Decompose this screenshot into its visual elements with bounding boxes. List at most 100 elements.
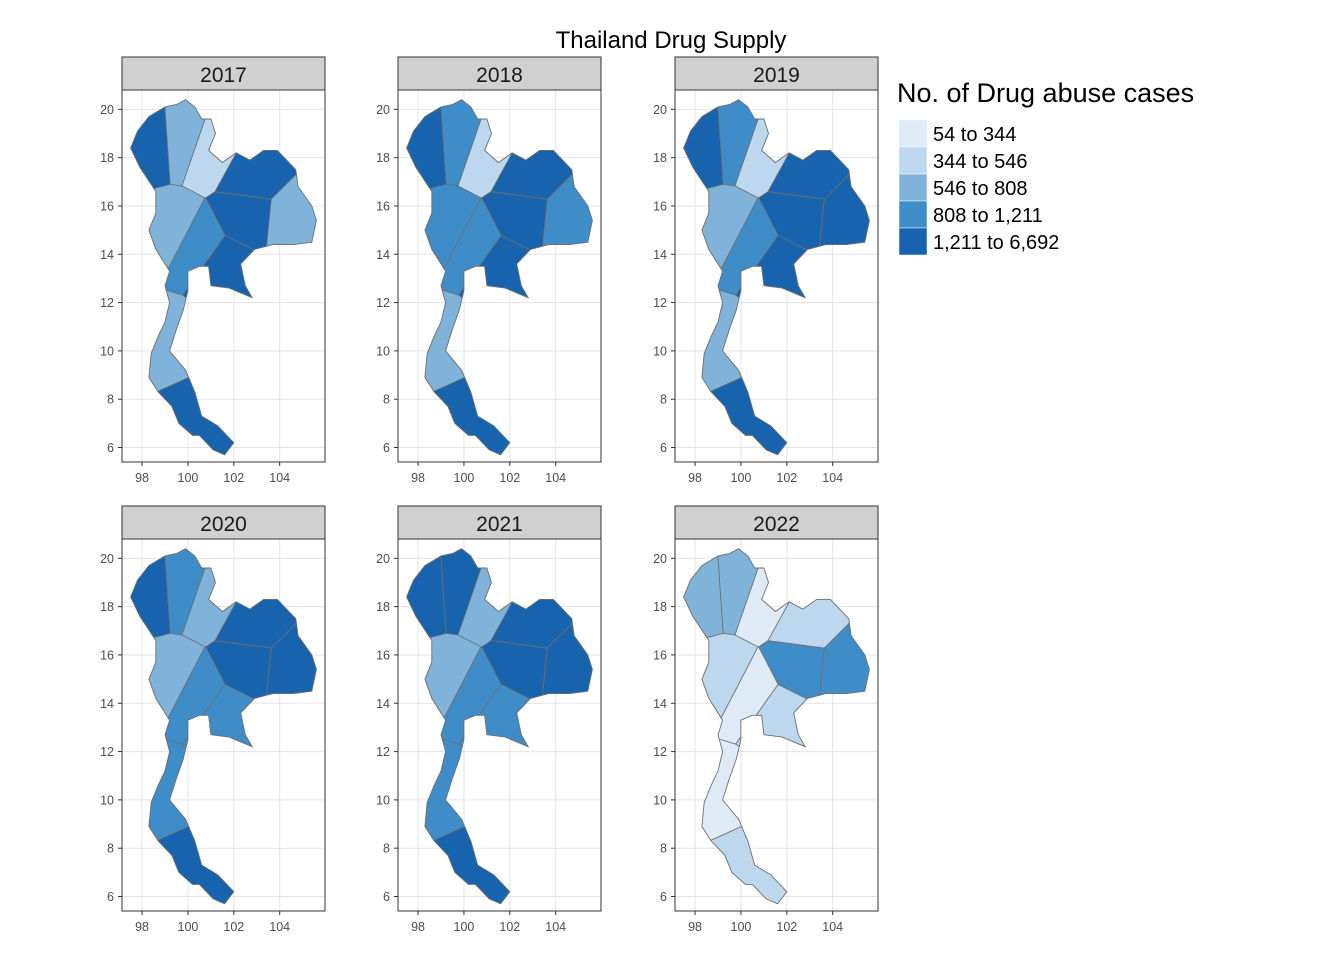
y-tick-label: 6 <box>660 441 667 455</box>
y-tick-label: 18 <box>653 600 667 614</box>
panel-border <box>397 89 602 463</box>
x-tick-label: 100 <box>454 471 475 485</box>
y-tick-label: 18 <box>653 151 667 165</box>
facet-strip <box>397 56 602 91</box>
y-tick-label: 6 <box>383 441 390 455</box>
y-tick-label: 20 <box>100 552 114 566</box>
x-tick-label: 100 <box>731 471 752 485</box>
x-tick-label: 98 <box>135 471 149 485</box>
legend-swatch <box>898 200 928 229</box>
panel-border <box>121 538 326 912</box>
panel-border <box>121 89 326 463</box>
legend-label: 54 to 344 <box>933 124 1016 146</box>
y-tick-label: 12 <box>376 745 390 759</box>
facet-strip <box>674 505 879 540</box>
panel-border <box>674 89 879 463</box>
y-tick-label: 12 <box>100 296 114 310</box>
y-tick-label: 10 <box>376 793 390 807</box>
y-tick-label: 8 <box>383 842 390 856</box>
facet-panel: 2020 98 100 102 104 20 18 16 14 12 10 8 6 <box>100 505 326 934</box>
facet-strip-label: 2020 <box>200 513 247 536</box>
facet-strip-label: 2022 <box>753 513 800 536</box>
x-tick-label: 104 <box>545 920 566 934</box>
country-outline <box>130 548 317 905</box>
x-tick-label: 102 <box>499 920 520 934</box>
region-south-lower <box>406 348 593 455</box>
x-tick-label: 102 <box>776 471 797 485</box>
y-tick-label: 6 <box>107 890 114 904</box>
y-tick-label: 10 <box>653 344 667 358</box>
facet-panel: 2022 98 100 102 104 20 18 16 14 12 10 8 6 <box>653 505 879 934</box>
y-tick-label: 18 <box>376 600 390 614</box>
y-tick-label: 12 <box>653 296 667 310</box>
y-tick-label: 10 <box>100 793 114 807</box>
y-tick-label: 16 <box>653 199 667 213</box>
x-tick-label: 102 <box>223 471 244 485</box>
y-tick-label: 16 <box>100 648 114 662</box>
facet-strip <box>121 56 326 91</box>
facet-strip <box>121 505 326 540</box>
y-tick-label: 14 <box>100 697 114 711</box>
y-tick-label: 10 <box>100 344 114 358</box>
x-tick-label: 100 <box>178 471 199 485</box>
y-tick-label: 14 <box>376 248 390 262</box>
y-tick-label: 20 <box>653 552 667 566</box>
y-tick-label: 6 <box>660 890 667 904</box>
legend-label: 808 to 1,211 <box>933 205 1043 227</box>
region-south-lower <box>130 348 317 455</box>
y-tick-label: 12 <box>653 745 667 759</box>
y-tick-label: 8 <box>660 842 667 856</box>
facet-panel: 2019 98 100 102 104 20 18 16 14 12 10 8 6 <box>653 56 879 485</box>
y-tick-label: 8 <box>107 842 114 856</box>
x-tick-label: 98 <box>135 920 149 934</box>
y-tick-label: 8 <box>383 393 390 407</box>
facet-strip <box>674 56 879 91</box>
region-south-lower <box>406 797 593 904</box>
facet-strip-label: 2021 <box>476 513 523 536</box>
y-tick-label: 18 <box>100 600 114 614</box>
legend-label: 546 to 808 <box>933 178 1028 200</box>
y-tick-label: 12 <box>376 296 390 310</box>
facet-strip-label: 2018 <box>476 64 523 87</box>
y-tick-label: 20 <box>376 552 390 566</box>
y-tick-label: 6 <box>383 890 390 904</box>
x-tick-label: 100 <box>454 920 475 934</box>
country-outline <box>683 548 870 905</box>
facet-panel: 2017 98 100 102 104 20 18 16 14 12 10 8 6 <box>100 56 326 485</box>
x-tick-label: 98 <box>411 471 425 485</box>
x-tick-label: 98 <box>688 920 702 934</box>
y-tick-label: 16 <box>100 199 114 213</box>
legend: No. of Drug abuse cases 54 to 344 344 to 5… <box>897 78 1194 256</box>
chart-title: Thailand Drug Supply <box>556 27 787 54</box>
y-tick-label: 12 <box>100 745 114 759</box>
legend-label: 344 to 546 <box>933 151 1028 173</box>
country-outline <box>130 99 317 456</box>
y-tick-label: 10 <box>376 344 390 358</box>
legend-title: No. of Drug abuse cases <box>897 78 1194 108</box>
x-tick-label: 104 <box>545 471 566 485</box>
x-tick-label: 100 <box>731 920 752 934</box>
x-tick-label: 104 <box>269 920 290 934</box>
y-tick-label: 16 <box>653 648 667 662</box>
y-tick-label: 14 <box>376 697 390 711</box>
y-tick-label: 20 <box>376 103 390 117</box>
x-tick-label: 104 <box>822 920 843 934</box>
y-tick-label: 10 <box>653 793 667 807</box>
region-south-lower <box>683 797 870 904</box>
y-tick-label: 14 <box>653 248 667 262</box>
x-tick-label: 102 <box>499 471 520 485</box>
x-tick-label: 104 <box>269 471 290 485</box>
legend-swatch <box>898 146 928 175</box>
y-tick-label: 8 <box>107 393 114 407</box>
y-tick-label: 8 <box>660 393 667 407</box>
y-tick-label: 6 <box>107 441 114 455</box>
legend-label: 1,211 to 6,692 <box>933 232 1059 254</box>
facet-panel: 2021 98 100 102 104 20 18 16 14 12 10 8 6 <box>376 505 602 934</box>
y-tick-label: 14 <box>653 697 667 711</box>
y-tick-label: 16 <box>376 648 390 662</box>
x-tick-label: 102 <box>776 920 797 934</box>
facet-strip-label: 2019 <box>753 64 800 87</box>
panel-border <box>674 538 879 912</box>
